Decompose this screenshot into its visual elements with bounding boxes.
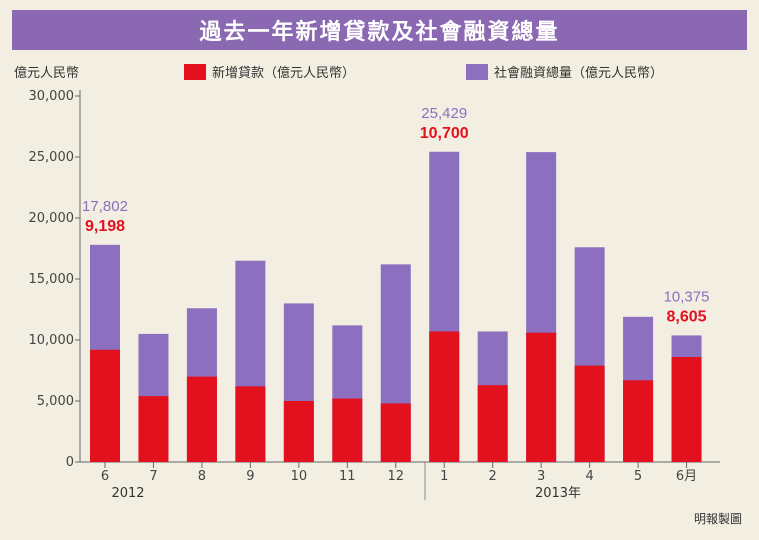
bar-new-loans (477, 385, 508, 462)
year-label-2013: 2013年 (535, 486, 581, 501)
legend-swatch-loans (184, 64, 206, 80)
legend-label-loans: 新增貸款（億元人民幣） (212, 65, 355, 81)
bar-new-loans (526, 332, 557, 462)
chart-title-bar: 過去一年新增貸款及社會融資總量 (12, 10, 747, 50)
x-tick-label: 4 (585, 469, 593, 484)
x-tick-label: 6月 (676, 469, 697, 484)
bar-new-loans (623, 380, 654, 462)
x-tick-label: 1 (440, 469, 448, 484)
legend-label-total-financing: 社會融資總量（億元人民幣） (494, 65, 663, 81)
x-tick-label: 9 (246, 469, 254, 484)
y-tick-label: 10,000 (29, 333, 75, 348)
x-tick-label: 2 (489, 469, 497, 484)
year-label-2012: 2012 (111, 486, 144, 501)
x-tick-label: 5 (634, 469, 642, 484)
data-label-new-loans: 9,198 (85, 218, 125, 235)
y-tick-label: 20,000 (29, 211, 75, 226)
bar-new-loans (90, 349, 120, 462)
bar-new-loans (671, 357, 702, 462)
bar-new-loans (186, 376, 217, 462)
legend-swatch-total-financing (466, 64, 488, 80)
data-label-new-loans: 8,605 (667, 308, 707, 325)
data-label-total-financing: 17,802 (82, 198, 128, 215)
y-axis-unit-label: 億元人民幣 (14, 65, 79, 81)
y-tick-label: 15,000 (29, 272, 75, 287)
y-tick-label: 0 (66, 455, 74, 470)
chart-title: 過去一年新增貸款及社會融資總量 (199, 20, 560, 45)
x-tick-label: 10 (291, 469, 308, 484)
x-tick-label: 7 (149, 469, 157, 484)
y-tick-label: 25,000 (29, 150, 75, 165)
bar-new-loans (332, 398, 363, 462)
y-tick-label: 5,000 (37, 394, 74, 409)
data-label-new-loans: 10,700 (420, 125, 469, 142)
bar-new-loans (429, 331, 460, 462)
bar-new-loans (138, 396, 169, 462)
y-tick-label: 30,000 (29, 89, 75, 104)
bar-new-loans (574, 365, 605, 462)
source-credit: 明報製圖 (694, 512, 742, 526)
x-tick-label: 6 (101, 469, 109, 484)
bar-new-loans (380, 403, 411, 462)
data-label-total-financing: 10,375 (664, 288, 710, 305)
x-tick-label: 8 (198, 469, 206, 484)
bar-new-loans (235, 386, 266, 462)
x-tick-label: 3 (537, 469, 545, 484)
data-label-total-financing: 25,429 (421, 105, 467, 122)
x-tick-label: 12 (387, 469, 404, 484)
x-tick-label: 11 (339, 469, 356, 484)
bar-new-loans (283, 401, 314, 462)
